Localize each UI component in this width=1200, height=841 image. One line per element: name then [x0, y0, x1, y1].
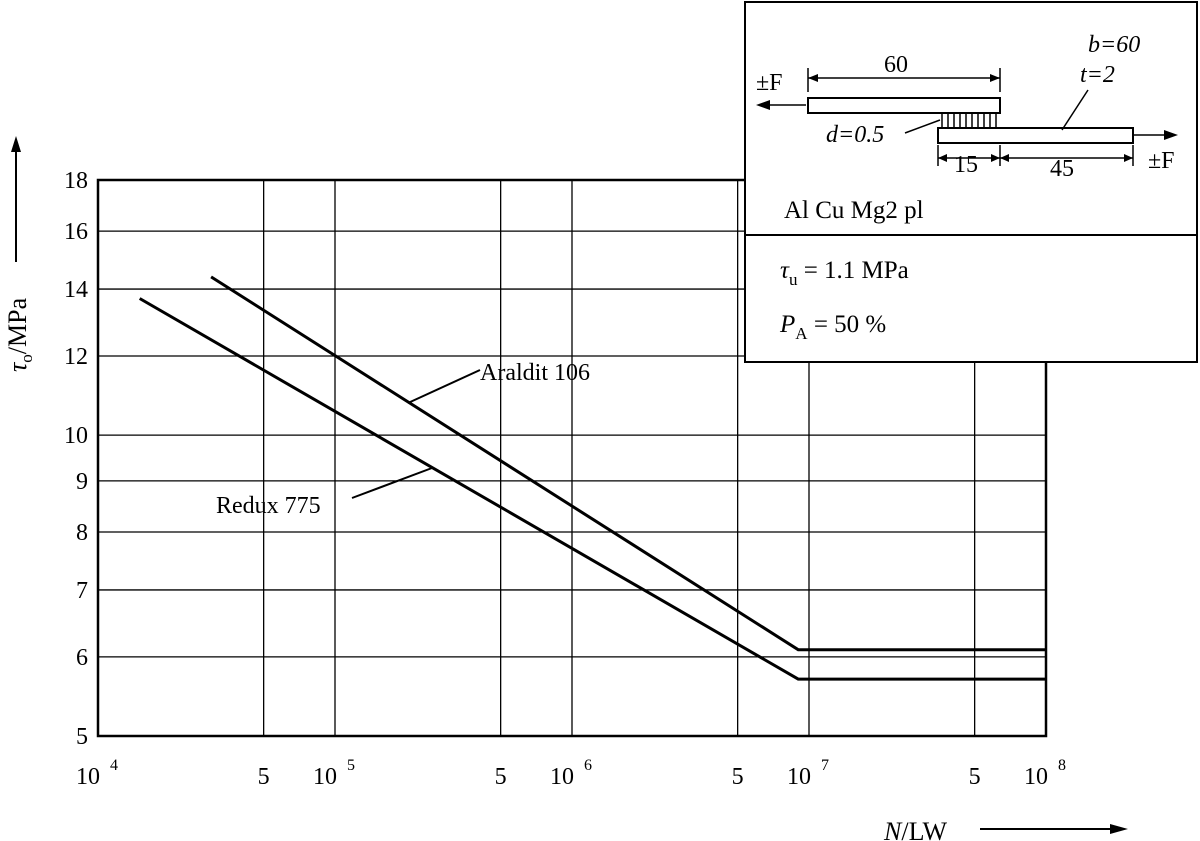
dim-segment-1: 15	[954, 152, 978, 178]
y-tick-label: 7	[76, 578, 88, 604]
grid	[98, 180, 1046, 736]
inset-box	[744, 1, 1198, 363]
x-tick-exponent: 7	[821, 757, 829, 774]
x-axis-var: N	[883, 817, 903, 841]
x-tick-label: 5	[732, 764, 744, 790]
x-tick-exponent: 5	[347, 757, 355, 774]
y-tick-label: 16	[64, 219, 88, 245]
series-label-redux: Redux 775	[216, 467, 433, 519]
dim-overlap-length: 60	[884, 52, 908, 78]
series-name-araldit: Araldit 106	[480, 360, 590, 386]
y-tick-label: 9	[76, 469, 88, 495]
pa-label: PA = 50 %	[779, 311, 886, 343]
thickness-label: t=2	[1080, 62, 1115, 88]
specimen-drawing: 60 ±F ±F b=60 t=2 d=0.5 15	[756, 32, 1178, 182]
tick-labels: 5 6 7 8 9 10 12 14 16 18 10 4 5 10 5 5 10 6 5 10 7 5 10 8	[64, 168, 1066, 790]
x-tick-label: 5	[495, 764, 507, 790]
tau-u-label: τu = 1.1 MPa	[780, 257, 909, 289]
force-left-label: ±F	[756, 70, 783, 96]
y-tick-label: 12	[64, 344, 88, 370]
x-axis-arrow	[980, 824, 1128, 834]
width-label: b=60	[1088, 32, 1140, 58]
y-axis-var: τ	[3, 361, 32, 372]
y-tick-label: 8	[76, 520, 88, 546]
svg-text:τo/MPa: τo/MPa	[3, 297, 36, 372]
x-tick-exponent: 6	[584, 757, 592, 774]
adhesive-layer	[941, 113, 997, 128]
x-tick-exponent: 4	[110, 757, 118, 774]
x-tick-label: 10	[550, 764, 574, 790]
y-tick-label: 6	[76, 645, 88, 671]
x-axis-title: N/LW	[883, 817, 948, 841]
y-axis-arrow	[11, 136, 21, 262]
series-lines	[138, 275, 1046, 681]
series-label-araldit: Araldit 106	[407, 360, 590, 404]
dim-segment-2: 45	[1050, 156, 1074, 182]
x-tick-label: 5	[258, 764, 270, 790]
y-tick-label: 10	[64, 423, 88, 449]
series-line-araldit	[210, 275, 1046, 652]
x-axis-unit: /LW	[901, 817, 947, 841]
series-line-redux	[138, 297, 1046, 681]
y-tick-label: 14	[64, 277, 88, 303]
x-tick-label: 10	[1024, 764, 1048, 790]
material-label: Al Cu Mg2 pl	[784, 197, 924, 224]
y-axis-sub: o	[17, 354, 36, 363]
upper-plate	[807, 97, 1001, 114]
y-axis-title: τo/MPa	[3, 297, 36, 372]
force-right-label: ±F	[1148, 148, 1175, 174]
specimen-inset: 60 ±F ±F b=60 t=2 d=0.5 15	[744, 1, 1198, 363]
y-tick-label: 5	[76, 724, 88, 750]
x-tick-label: 10	[313, 764, 337, 790]
x-tick-label: 5	[969, 764, 981, 790]
adhesive-label: d=0.5	[826, 122, 884, 148]
x-tick-label: 10	[76, 764, 100, 790]
lower-plate	[937, 127, 1134, 144]
series-name-redux: Redux 775	[216, 493, 321, 519]
y-tick-label: 18	[64, 168, 88, 194]
y-axis-unit: /MPa	[3, 297, 32, 354]
leader-line-araldit	[407, 369, 481, 404]
leader-line-redux	[351, 467, 433, 499]
x-tick-exponent: 8	[1058, 757, 1066, 774]
x-tick-label: 10	[787, 764, 811, 790]
